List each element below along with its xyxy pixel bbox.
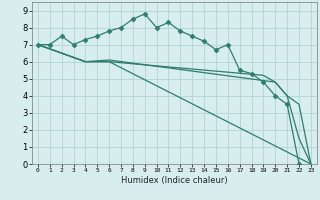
X-axis label: Humidex (Indice chaleur): Humidex (Indice chaleur)	[121, 176, 228, 185]
